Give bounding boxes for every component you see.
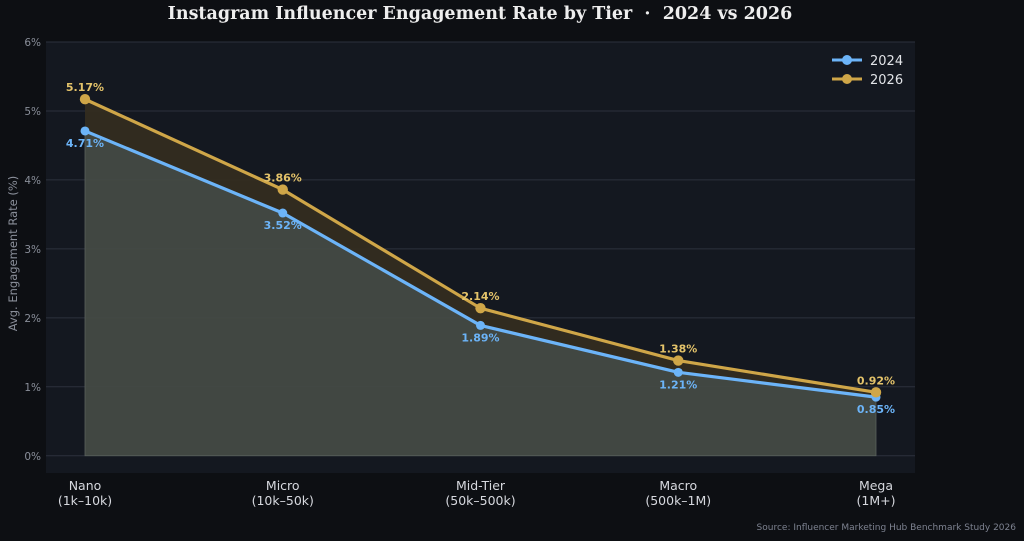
y-tick-label: 5% [24,106,41,118]
data-label-2024: 4.71% [66,137,104,150]
source-note: Source: Influencer Marketing Hub Benchma… [756,523,1016,533]
x-tick-label: Micro (10k–50k) [252,478,314,508]
data-label-2024: 0.85% [857,403,895,416]
x-tick-label: Mid-Tier (50k–500k) [445,478,515,508]
data-label-2024: 1.21% [659,378,697,391]
y-tick-label: 2% [24,313,41,325]
point-2026 [277,184,288,195]
point-2026 [475,302,486,314]
chart-title: Instagram Influencer Engagement Rate by … [167,4,793,24]
legend-marker-2024 [842,55,852,65]
data-label-2026: 0.92% [857,374,895,387]
legend-label-2024: 2024 [870,54,903,69]
point-2026 [79,94,91,105]
axes: 0% 1% 2% 3% 4% 5% 6% Avg. Engagement Rate (%) Na… [6,37,895,508]
legend-marker-2026 [842,74,852,84]
point-2026 [673,355,684,366]
legend-label-2026: 2026 [870,73,903,88]
legend: 2024 2026 [832,54,903,88]
series-points [79,94,882,402]
x-tick-label: Macro (500k–1M) [645,478,711,508]
point-2024 [476,320,485,330]
y-tick-label: 3% [24,244,41,256]
y-tick-label: 1% [24,382,41,394]
y-tick-label: 6% [24,37,41,49]
x-tick-label: Nano (1k–10k) [58,478,112,508]
point-2024 [673,367,683,377]
y-tick-label: 4% [24,175,41,187]
point-2026 [870,387,882,398]
data-labels: 5.17% 3.86% 2.14% 1.38% 0.92% 4.71% 3.52% 1.89%… [66,81,895,416]
data-label-2026: 5.17% [66,81,104,94]
y-axis-label: Avg. Engagement Rate (%) [6,176,20,332]
data-label-2026: 2.14% [461,290,499,303]
data-label-2024: 1.89% [461,331,499,344]
point-2024 [80,126,90,136]
y-tick-label: 0% [24,451,41,463]
data-label-2024: 3.52% [264,219,302,232]
point-2024 [278,208,288,218]
data-label-2026: 1.38% [659,343,697,356]
data-label-2026: 3.86% [264,172,302,185]
x-tick-label: Mega (1M+) [857,478,896,508]
